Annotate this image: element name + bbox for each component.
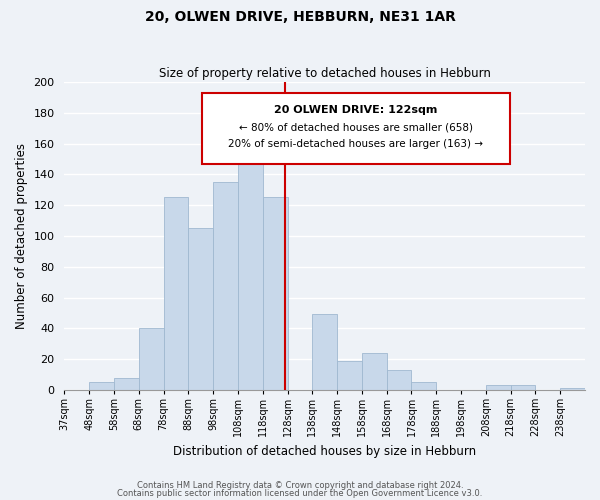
Bar <box>362 353 386 390</box>
Bar <box>238 133 263 390</box>
Y-axis label: Number of detached properties: Number of detached properties <box>15 143 28 329</box>
Bar <box>560 388 585 390</box>
Bar <box>412 382 436 390</box>
Bar <box>511 385 535 390</box>
Title: Size of property relative to detached houses in Hebburn: Size of property relative to detached ho… <box>159 66 491 80</box>
Text: 20, OLWEN DRIVE, HEBBURN, NE31 1AR: 20, OLWEN DRIVE, HEBBURN, NE31 1AR <box>145 10 455 24</box>
Text: Contains HM Land Registry data © Crown copyright and database right 2024.: Contains HM Land Registry data © Crown c… <box>137 481 463 490</box>
Text: Contains public sector information licensed under the Open Government Licence v3: Contains public sector information licen… <box>118 488 482 498</box>
Bar <box>164 198 188 390</box>
Bar <box>486 385 511 390</box>
Bar <box>313 314 337 390</box>
Text: 20% of semi-detached houses are larger (163) →: 20% of semi-detached houses are larger (… <box>229 139 484 149</box>
Text: ← 80% of detached houses are smaller (658): ← 80% of detached houses are smaller (65… <box>239 122 473 132</box>
Bar <box>139 328 164 390</box>
Bar <box>114 378 139 390</box>
Bar <box>263 198 287 390</box>
Text: 20 OLWEN DRIVE: 122sqm: 20 OLWEN DRIVE: 122sqm <box>274 105 437 115</box>
X-axis label: Distribution of detached houses by size in Hebburn: Distribution of detached houses by size … <box>173 444 476 458</box>
Bar <box>337 360 362 390</box>
Bar <box>188 228 213 390</box>
Bar <box>89 382 114 390</box>
Bar <box>386 370 412 390</box>
FancyBboxPatch shape <box>202 93 509 164</box>
Bar <box>213 182 238 390</box>
